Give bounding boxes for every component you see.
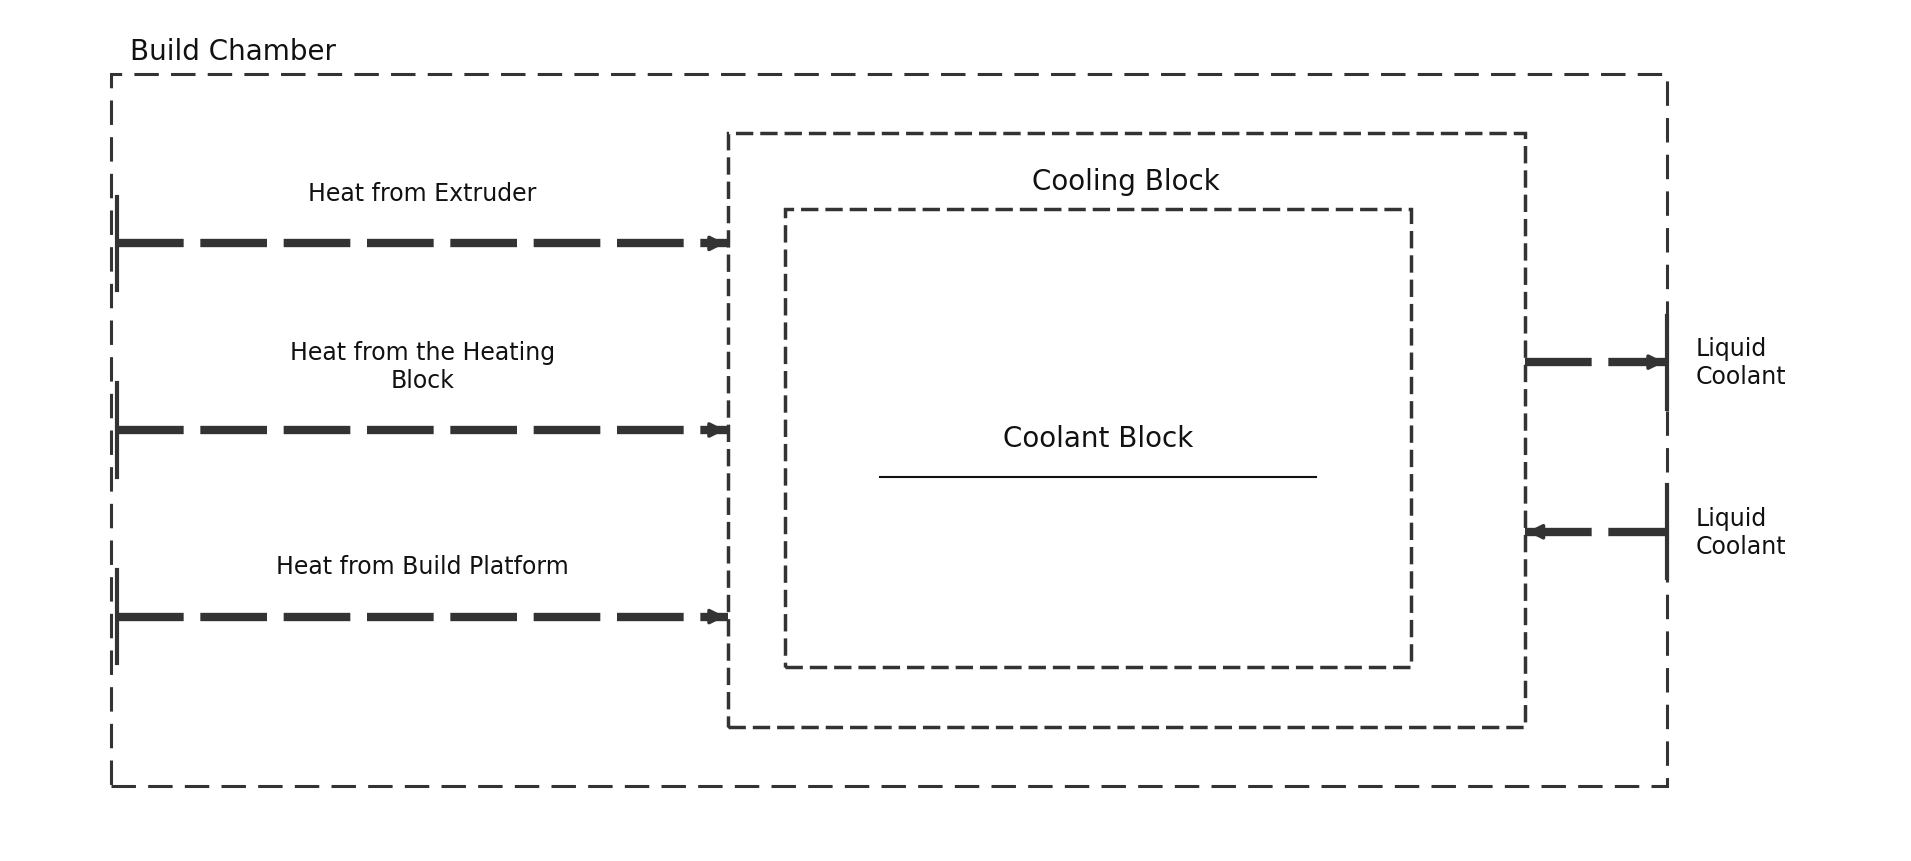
Text: Heat from Extruder: Heat from Extruder: [308, 182, 537, 206]
Text: Coolant Block: Coolant Block: [1003, 425, 1192, 453]
Text: Liquid
Coolant: Liquid Coolant: [1695, 337, 1787, 388]
Bar: [111, 75, 1666, 786]
Bar: [785, 210, 1410, 667]
Bar: [728, 134, 1525, 727]
Text: Liquid
Coolant: Liquid Coolant: [1695, 506, 1787, 558]
Text: Cooling Block: Cooling Block: [1032, 168, 1219, 195]
Text: Heat from Build Platform: Heat from Build Platform: [275, 554, 569, 579]
Text: Heat from the Heating
Block: Heat from the Heating Block: [290, 341, 554, 393]
Text: Build Chamber: Build Chamber: [130, 38, 336, 66]
